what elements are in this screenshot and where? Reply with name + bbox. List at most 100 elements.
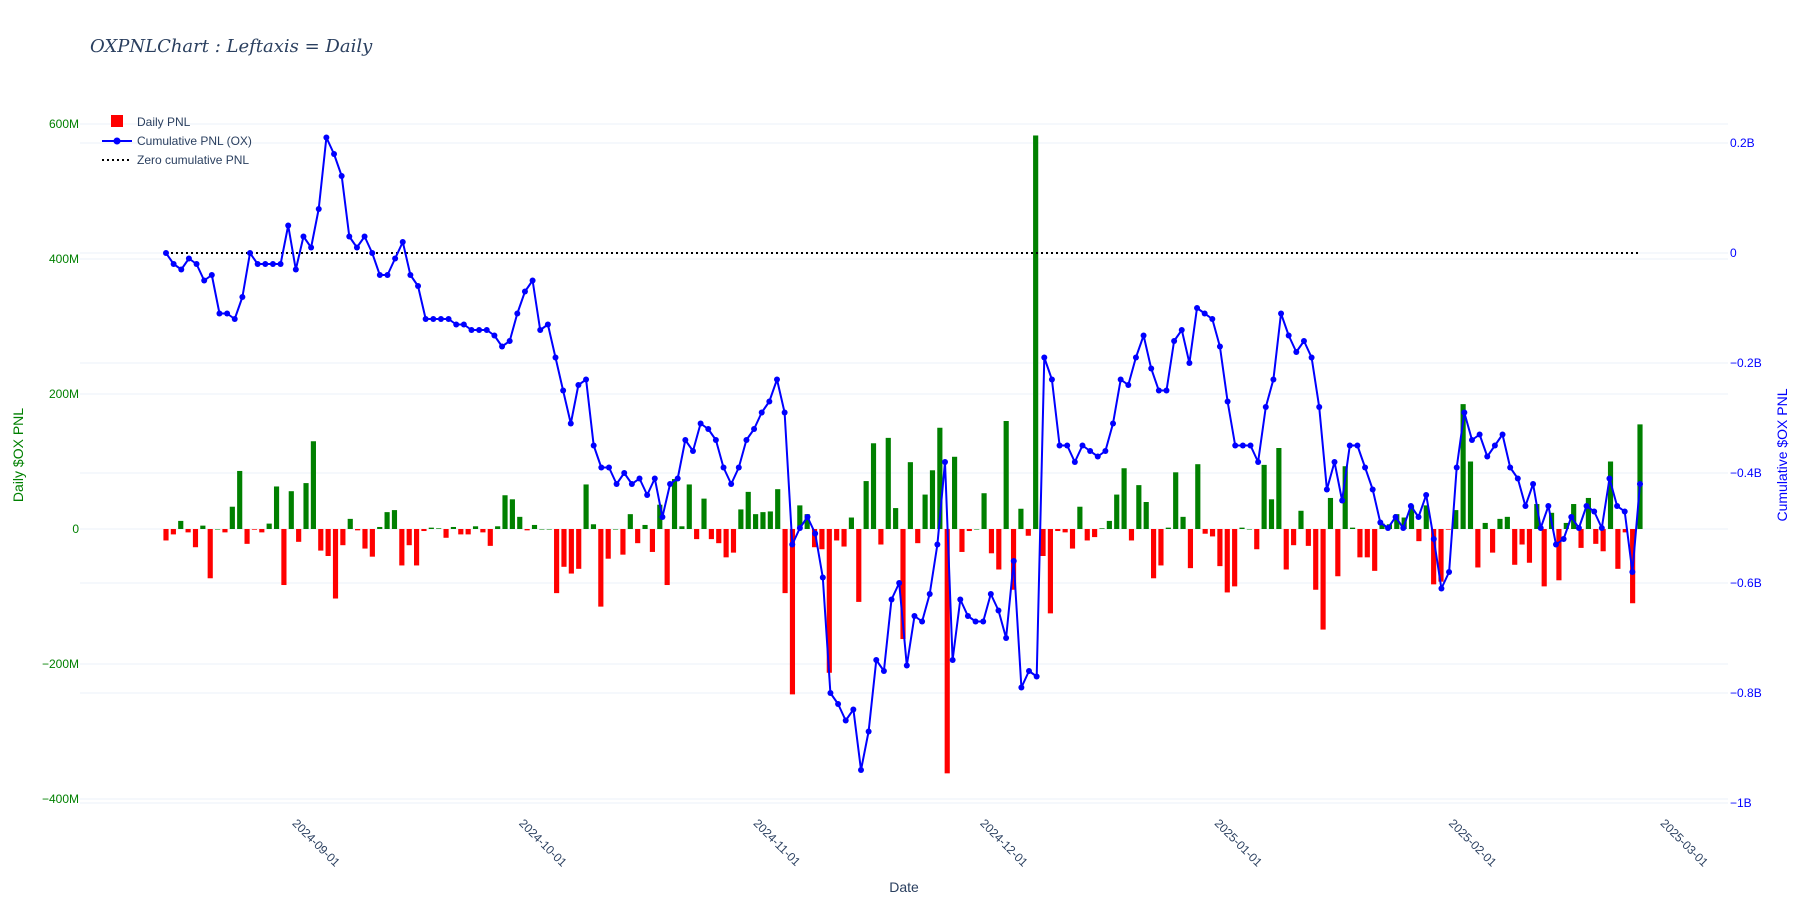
cumulative-pnl-point — [1110, 420, 1117, 427]
daily-pnl-bar — [1490, 529, 1496, 553]
daily-pnl-bar — [391, 510, 398, 529]
daily-pnl-bar — [1637, 424, 1643, 529]
chart-title: OXPNLChart : Leftaxis = Daily — [90, 36, 373, 57]
cumulative-pnl-point — [651, 475, 658, 482]
daily-pnl-bar — [369, 529, 375, 557]
cumulative-pnl-point — [773, 376, 780, 383]
daily-pnl-bar — [1239, 527, 1245, 529]
cumulative-pnl-point — [437, 316, 444, 322]
cumulative-pnl-point — [1270, 376, 1277, 383]
cumulative-pnl-point — [369, 250, 376, 256]
cumulative-pnl-point — [1446, 569, 1453, 575]
y2-tick-label: −0.8B — [1730, 686, 1762, 700]
daily-pnl-bar — [789, 529, 796, 695]
cumulative-pnl-point — [331, 151, 338, 157]
cumulative-pnl-point — [1255, 459, 1262, 465]
daily-pnl-bar — [495, 526, 501, 529]
legend-item-cumulative-pnl[interactable]: Cumulative PNL (OX) — [102, 134, 252, 148]
cumulative-pnl-point — [453, 321, 460, 328]
cumulative-pnl-point — [185, 255, 192, 262]
daily-pnl-bar — [612, 529, 619, 530]
cumulative-pnl-point — [415, 283, 422, 289]
y2-tick-label: 0 — [1730, 246, 1737, 260]
cumulative-pnl-point — [422, 316, 429, 322]
cumulative-pnl-point — [1262, 404, 1269, 410]
daily-pnl-bar — [1600, 529, 1606, 552]
cumulative-pnl-point — [476, 327, 483, 333]
cumulative-pnl-point — [911, 613, 918, 619]
daily-pnl-bar — [347, 518, 353, 529]
daily-pnl-bar — [1615, 529, 1621, 569]
daily-pnl-bar — [546, 529, 552, 530]
daily-pnl-bar — [738, 509, 744, 529]
daily-pnl-bar — [1563, 522, 1569, 529]
daily-pnl-bar — [1246, 529, 1252, 530]
cumulative-pnl-point — [1171, 338, 1178, 344]
y2-tick-label: −1B — [1730, 796, 1752, 810]
daily-pnl-bar — [598, 529, 604, 607]
daily-pnl-bar — [745, 491, 751, 529]
daily-pnl-bar — [1055, 529, 1061, 532]
daily-pnl-bar — [1209, 529, 1216, 537]
cumulative-pnl-point — [1453, 464, 1460, 471]
cumulative-pnl-point — [972, 618, 979, 625]
daily-pnl-bar — [1151, 529, 1157, 579]
daily-pnl-bar — [1526, 529, 1533, 563]
daily-pnl-bar — [1482, 522, 1488, 529]
cumulative-pnl-point — [1339, 497, 1346, 504]
daily-pnl-bar — [841, 529, 847, 547]
daily-pnl-bar — [863, 481, 869, 529]
daily-pnl-bar — [1497, 518, 1503, 529]
daily-pnl-bar — [244, 529, 250, 544]
cumulative-pnl-point — [865, 728, 872, 735]
cumulative-pnl-point — [850, 706, 857, 713]
daily-pnl-bar — [1047, 529, 1053, 614]
y-tick-label: 0 — [72, 522, 79, 536]
cumulative-pnl-point — [896, 580, 903, 586]
daily-pnl-bar — [988, 529, 995, 554]
daily-pnl-bar — [620, 529, 626, 555]
cumulative-pnl-point — [224, 310, 231, 317]
daily-pnl-bar — [332, 529, 339, 599]
cumulative-pnl-point — [537, 327, 544, 333]
daily-pnl-bar — [915, 529, 921, 544]
cumulative-pnl-point — [1087, 448, 1094, 454]
cumulative-pnl-point — [1392, 514, 1399, 520]
legend-label: Daily PNL — [137, 115, 191, 129]
daily-pnl-bar — [1099, 528, 1105, 529]
daily-pnl-bar — [428, 527, 434, 529]
daily-pnl-bar — [1416, 529, 1422, 542]
cumulative-pnl-point — [804, 514, 811, 520]
y2-tick-label: −0.4B — [1730, 466, 1762, 480]
daily-pnl-bar — [1423, 505, 1429, 529]
daily-pnl-bar — [1025, 529, 1031, 536]
daily-pnl-bar — [576, 529, 582, 569]
daily-pnl-bar — [1519, 529, 1525, 545]
daily-pnl-bar — [229, 506, 235, 529]
y2-tick-label: −0.6B — [1730, 576, 1762, 590]
cumulative-pnl-point — [751, 426, 758, 432]
daily-pnl-bar — [163, 529, 169, 541]
daily-pnl-bar — [701, 498, 707, 529]
cumulative-pnl-point — [1079, 442, 1086, 449]
cumulative-pnl-point — [1064, 442, 1071, 449]
cumulative-pnl-point — [201, 277, 208, 284]
cumulative-pnl-point — [590, 442, 597, 449]
legend-item-daily-pnl[interactable]: Daily PNL — [111, 115, 191, 129]
daily-pnl-bar — [885, 437, 891, 529]
legend[interactable]: Daily PNL Cumulative PNL (OX) Zero cumul… — [102, 115, 252, 167]
daily-pnl-bar — [870, 443, 877, 529]
daily-pnl-bar — [929, 470, 936, 529]
daily-pnl-bar — [1534, 504, 1540, 529]
cumulative-pnl-point — [605, 464, 612, 471]
daily-pnl-bar — [671, 479, 678, 529]
y-axis-title: Daily $OX PNL — [10, 408, 26, 502]
cumulative-pnl-point — [392, 255, 399, 262]
daily-pnl-bar — [1276, 448, 1282, 529]
daily-pnl-bar — [1128, 529, 1135, 541]
cumulative-pnl-point — [1102, 448, 1109, 454]
legend-item-zero-cumulative[interactable]: Zero cumulative PNL — [102, 153, 249, 167]
daily-pnl-bar — [170, 529, 176, 535]
cumulative-pnl-point — [499, 343, 506, 350]
daily-pnl-bar — [605, 529, 611, 559]
